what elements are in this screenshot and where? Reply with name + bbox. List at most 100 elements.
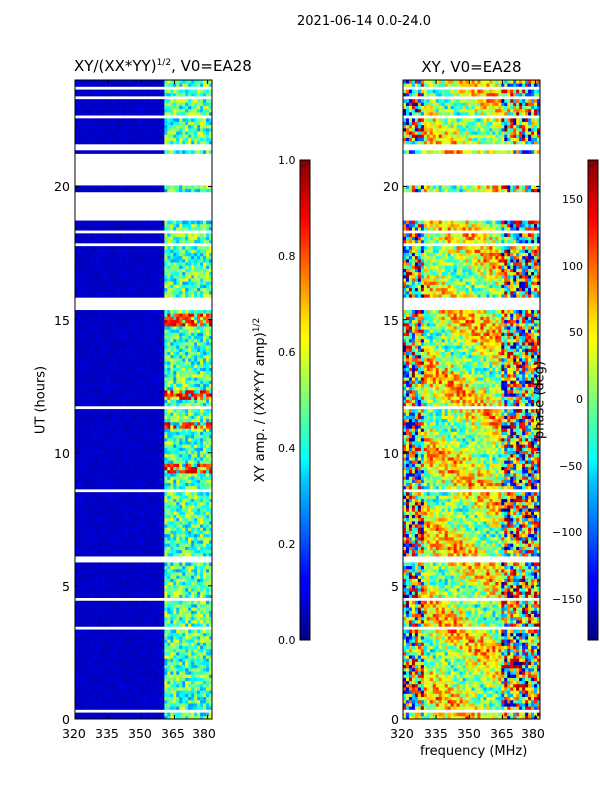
amp-cell	[182, 517, 186, 522]
amp-cell	[200, 370, 204, 375]
amp-cell	[209, 377, 213, 381]
amp-cell	[185, 364, 189, 368]
amp-cell	[173, 667, 177, 672]
amp-cell	[119, 712, 124, 717]
amp-cell	[107, 447, 112, 452]
amp-cell	[197, 431, 201, 436]
amp-cell	[128, 409, 132, 413]
amp-cell	[170, 603, 174, 608]
amp-cell	[89, 616, 94, 621]
amp-cell	[197, 361, 201, 365]
amp-cell	[149, 402, 153, 407]
amp-cell	[137, 546, 141, 551]
amp-cell	[89, 575, 94, 579]
amp-cell	[75, 572, 79, 576]
amp-cell	[116, 469, 121, 474]
amp-cell	[206, 706, 210, 710]
amp-cell	[146, 680, 150, 685]
amp-cell	[131, 683, 135, 688]
amp-cell	[140, 671, 144, 675]
amp-cell	[116, 572, 121, 576]
amp-cell	[131, 428, 135, 432]
amp-cell	[191, 431, 195, 436]
amp-cell	[182, 364, 186, 368]
amp-cell	[155, 543, 159, 547]
amp-cell	[77, 543, 82, 547]
amp-cell	[89, 591, 94, 595]
amp-cell	[200, 402, 204, 407]
amp-cell	[122, 687, 127, 691]
amp-cell	[116, 664, 121, 669]
amp-cell	[200, 383, 204, 388]
amp-cell	[161, 584, 165, 589]
amp-cell	[119, 600, 124, 605]
amp-cell	[125, 466, 130, 471]
amp-cell	[209, 715, 213, 720]
amp-cell	[104, 498, 109, 503]
amp-cell	[206, 543, 210, 547]
amp-cell	[182, 441, 186, 445]
amp-cell	[75, 402, 79, 407]
amp-cell	[75, 354, 79, 359]
amp-cell	[197, 479, 201, 483]
amp-cell	[209, 693, 213, 698]
amp-cell	[182, 469, 186, 474]
amp-cell	[170, 578, 174, 583]
amp-cell	[77, 485, 82, 490]
amp-cell	[110, 683, 115, 688]
amp-cell	[149, 434, 153, 439]
amp-cell	[146, 581, 150, 586]
amp-cell	[116, 399, 121, 404]
amp-cell	[83, 680, 88, 685]
amp-cell	[200, 565, 204, 570]
amp-cell	[86, 450, 91, 455]
amp-cell	[113, 687, 118, 691]
amp-cell	[125, 651, 130, 656]
amp-cell	[134, 632, 138, 637]
amp-cell	[155, 370, 159, 375]
amp-cell	[86, 415, 91, 420]
amp-cell	[95, 623, 100, 627]
amp-cell	[170, 466, 174, 471]
amp-cell	[110, 581, 115, 586]
amp-cell	[122, 690, 127, 694]
amp-cell	[146, 706, 150, 710]
amp-cell	[206, 504, 210, 509]
amp-cell	[75, 370, 79, 375]
amp-cell	[89, 373, 94, 378]
amp-cell	[89, 431, 94, 436]
amp-cell	[113, 588, 118, 592]
amp-cell	[164, 578, 168, 583]
amp-cell	[92, 533, 97, 538]
amp-cell	[134, 441, 138, 445]
amp-cell	[83, 524, 88, 528]
amp-cell	[77, 386, 82, 391]
amp-cell	[113, 543, 118, 547]
amp-cell	[194, 655, 198, 659]
amp-cell	[119, 383, 124, 388]
amp-cell	[92, 693, 97, 698]
amp-cell	[161, 476, 165, 480]
amp-cell	[119, 632, 124, 637]
amp-cell	[92, 351, 97, 356]
amp-cell	[161, 498, 165, 503]
amp-cell	[149, 712, 153, 717]
amp-cell	[206, 393, 210, 397]
amp-cell	[92, 658, 97, 662]
amp-cell	[152, 482, 156, 487]
amp-cell	[101, 457, 106, 461]
amp-cell	[200, 693, 204, 698]
amp-cell	[209, 677, 213, 682]
amp-cell	[185, 575, 189, 579]
amp-cell	[191, 690, 195, 694]
amp-cell	[89, 527, 94, 531]
amp-cell	[191, 418, 195, 423]
amp-cell	[164, 536, 168, 541]
amp-cell	[203, 466, 207, 471]
amp-cell	[179, 498, 183, 503]
amp-cell	[89, 664, 94, 669]
amp-cell	[200, 457, 204, 461]
amp-cell	[137, 540, 141, 544]
amp-cell	[191, 613, 195, 618]
amp-cell	[173, 476, 177, 480]
